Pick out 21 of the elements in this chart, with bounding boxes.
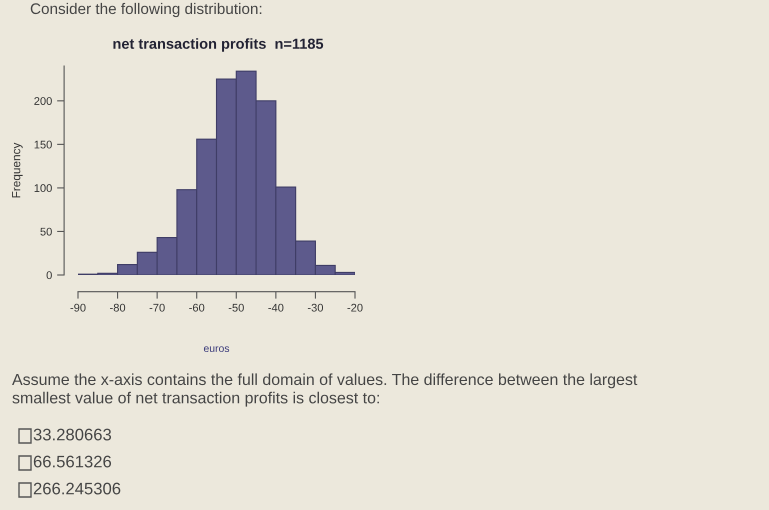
x-axis-title: euros	[204, 346, 230, 352]
x-tick-label: -30	[308, 304, 324, 312]
text: 66.561326	[34, 456, 112, 468]
y-tick-label: 50	[40, 228, 52, 236]
x-tick-label: -90	[70, 304, 86, 312]
y-tick-label: 100	[34, 184, 52, 192]
x-tick-label: -40	[268, 304, 284, 312]
x-tick-label: -60	[189, 304, 204, 312]
y-tick-label: 0	[46, 271, 52, 280]
chart-title: net transaction profits n=1185	[113, 38, 324, 52]
x-tick-label: -80	[110, 304, 126, 312]
text: 33.280663	[34, 428, 112, 440]
text: Assume the x-axis contains the full domain of values. The difference between the largest smallest value of net transaction profits is closest to:	[12, 373, 638, 407]
y-axis-title: Frequency	[12, 142, 23, 198]
text: Consider the following distribution:	[30, 2, 262, 18]
x-tick-label: -20	[347, 304, 363, 312]
text: 266.245306	[34, 482, 120, 494]
y-tick-label: 150	[34, 140, 52, 149]
y-tick-label: 200	[34, 97, 52, 105]
x-tick-label: -70	[150, 304, 165, 312]
x-tick-label: -50	[228, 304, 244, 312]
